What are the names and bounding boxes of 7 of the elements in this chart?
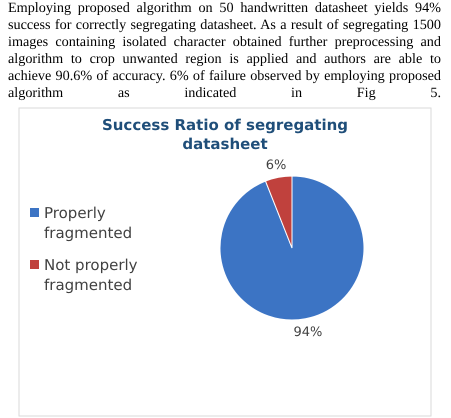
data-label: 6% (266, 158, 286, 174)
chart-title: Success Ratio of segregating datasheet (102, 116, 348, 153)
legend-label: Not properly fragmented (44, 256, 138, 294)
text: Employing proposed algorithm on 50 handwritten datasheet yields 94% success for correctly segregating datasheet. As a result of segregating 1500 images containing isolated character obtained further preprocessing and algorithm to crop unwanted region is applied and authors are able to achieve 90.6% of accuracy. 6% of failure observed by employing proposed algorithm as indicated in Fig 5. (8, 0, 441, 102)
data-label: 94% (293, 325, 322, 340)
legend-label: Properly fragmented (44, 204, 132, 242)
pie-slice (220, 176, 364, 320)
